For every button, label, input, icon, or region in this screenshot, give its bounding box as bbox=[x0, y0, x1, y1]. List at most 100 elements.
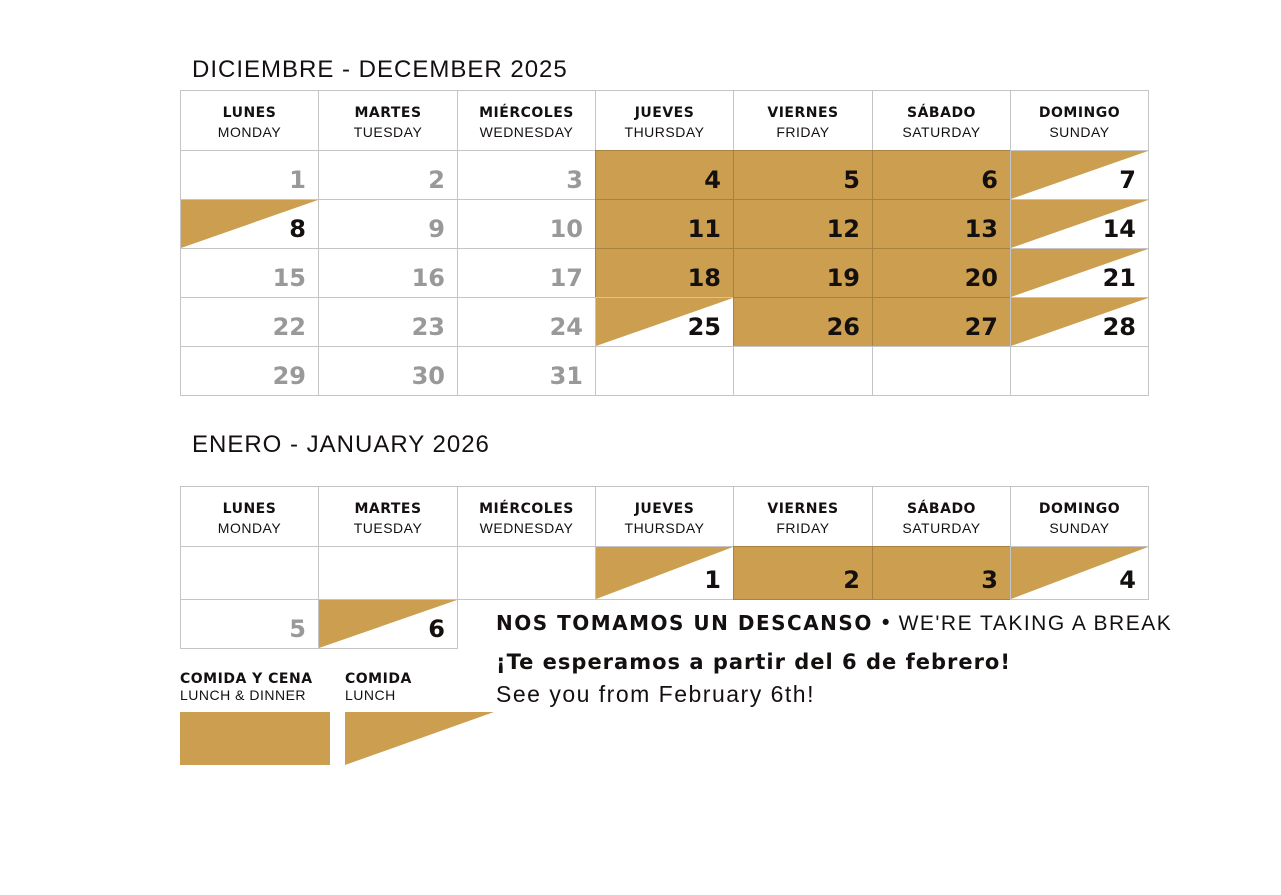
day-number: 23 bbox=[411, 313, 445, 341]
weekday-en: MONDAY bbox=[217, 520, 282, 536]
day-cell-empty bbox=[180, 546, 319, 600]
weekday-en: THURSDAY bbox=[624, 520, 705, 536]
day-cell-full: 6 bbox=[872, 150, 1011, 200]
day-number: 22 bbox=[272, 313, 306, 341]
legend-lunch-es: COMIDA bbox=[345, 671, 412, 687]
day-number: 6 bbox=[981, 166, 998, 194]
weekday-es: SÁBADO bbox=[907, 501, 976, 517]
day-number: 3 bbox=[566, 166, 583, 194]
lunch-marker bbox=[1011, 547, 1148, 599]
day-number: 27 bbox=[964, 313, 998, 341]
day-number: 12 bbox=[826, 215, 860, 243]
day-number: 11 bbox=[687, 215, 721, 243]
weekday-en: TUESDAY bbox=[353, 520, 423, 536]
legend-full-en: LUNCH & DINNER bbox=[180, 687, 307, 703]
weekday-en: MONDAY bbox=[217, 124, 282, 140]
day-cell-closed: 9 bbox=[318, 199, 458, 249]
legend-lunch-label: COMIDA LUNCH bbox=[345, 671, 412, 703]
day-cell-closed: 3 bbox=[457, 150, 596, 200]
day-number: 9 bbox=[428, 215, 445, 243]
day-cell-full: 20 bbox=[872, 248, 1011, 298]
day-number: 19 bbox=[826, 264, 860, 292]
day-number: 3 bbox=[981, 566, 998, 594]
weekday-en: SATURDAY bbox=[902, 124, 981, 140]
day-cell-closed: 30 bbox=[318, 346, 458, 396]
reopen-en: See you from February 6th! bbox=[496, 681, 815, 707]
lunch-marker bbox=[1011, 200, 1148, 248]
legend-full-es: COMIDA Y CENA bbox=[180, 671, 313, 687]
day-cell-empty bbox=[1010, 346, 1149, 396]
day-number: 21 bbox=[1102, 264, 1136, 292]
day-cell-empty bbox=[318, 546, 458, 600]
lunch-marker bbox=[596, 298, 733, 346]
day-cell-lunch: 1 bbox=[595, 546, 734, 600]
day-cell-lunch: 4 bbox=[1010, 546, 1149, 600]
lunch-marker bbox=[1011, 298, 1148, 346]
day-cell-empty bbox=[733, 346, 873, 396]
day-cell-closed: 17 bbox=[457, 248, 596, 298]
weekday-en: WEDNESDAY bbox=[479, 520, 574, 536]
day-number: 29 bbox=[272, 362, 306, 390]
day-number: 8 bbox=[289, 215, 306, 243]
weekday-es: LUNES bbox=[222, 501, 277, 517]
day-number: 20 bbox=[964, 264, 998, 292]
day-cell-empty bbox=[595, 346, 734, 396]
day-cell-full: 18 bbox=[595, 248, 734, 298]
day-cell-full: 5 bbox=[733, 150, 873, 200]
weekday-en: THURSDAY bbox=[624, 124, 705, 140]
weekday-en: SUNDAY bbox=[1049, 124, 1110, 140]
weekday-es: JUEVES bbox=[634, 105, 695, 121]
day-cell-closed: 15 bbox=[180, 248, 319, 298]
day-cell-closed: 2 bbox=[318, 150, 458, 200]
day-number: 14 bbox=[1102, 215, 1136, 243]
day-number: 6 bbox=[428, 615, 445, 643]
lunch-marker bbox=[181, 200, 318, 248]
day-cell-lunch: 25 bbox=[595, 297, 734, 347]
day-number: 31 bbox=[549, 362, 583, 390]
day-cell-full: 19 bbox=[733, 248, 873, 298]
day-cell-closed: 16 bbox=[318, 248, 458, 298]
day-number: 30 bbox=[411, 362, 445, 390]
day-cell-full: 3 bbox=[872, 546, 1011, 600]
day-cell-lunch: 8 bbox=[180, 199, 319, 249]
weekday-header: DOMINGO SUNDAY bbox=[1010, 90, 1149, 151]
weekday-header: JUEVES THURSDAY bbox=[595, 90, 734, 151]
day-cell-full: 11 bbox=[595, 199, 734, 249]
day-cell-closed: 23 bbox=[318, 297, 458, 347]
separator: • bbox=[879, 611, 892, 635]
weekday-es: MARTES bbox=[354, 501, 422, 517]
weekday-es: DOMINGO bbox=[1038, 501, 1121, 517]
day-cell-closed: 24 bbox=[457, 297, 596, 347]
legend-lunch-swatch bbox=[345, 712, 494, 765]
day-cell-lunch: 14 bbox=[1010, 199, 1149, 249]
day-cell-full: 12 bbox=[733, 199, 873, 249]
day-cell-full: 27 bbox=[872, 297, 1011, 347]
weekday-en: FRIDAY bbox=[776, 520, 830, 536]
day-cell-closed: 1 bbox=[180, 150, 319, 200]
day-number: 17 bbox=[549, 264, 583, 292]
day-number: 5 bbox=[843, 166, 860, 194]
day-cell-closed: 31 bbox=[457, 346, 596, 396]
december-title: DICIEMBRE - DECEMBER 2025 bbox=[192, 56, 568, 83]
day-number: 15 bbox=[272, 264, 306, 292]
weekday-es: LUNES bbox=[222, 105, 277, 121]
weekday-es: JUEVES bbox=[634, 501, 695, 517]
weekday-en: TUESDAY bbox=[353, 124, 423, 140]
day-cell-lunch: 28 bbox=[1010, 297, 1149, 347]
day-cell-lunch: 6 bbox=[318, 599, 458, 649]
day-cell-closed: 22 bbox=[180, 297, 319, 347]
weekday-header: MARTES TUESDAY bbox=[318, 486, 458, 547]
weekday-en: SUNDAY bbox=[1049, 520, 1110, 536]
day-cell-closed: 10 bbox=[457, 199, 596, 249]
weekday-en: FRIDAY bbox=[776, 124, 830, 140]
day-number: 18 bbox=[687, 264, 721, 292]
weekday-es: VIERNES bbox=[767, 501, 839, 517]
weekday-es: VIERNES bbox=[767, 105, 839, 121]
legend-full-label: COMIDA Y CENA LUNCH & DINNER bbox=[180, 671, 313, 703]
weekday-header: JUEVES THURSDAY bbox=[595, 486, 734, 547]
day-cell-full: 4 bbox=[595, 150, 734, 200]
day-cell-closed: 5 bbox=[180, 599, 319, 649]
lunch-marker bbox=[319, 600, 457, 648]
lunch-marker bbox=[596, 547, 733, 599]
weekday-es: MIÉRCOLES bbox=[479, 501, 574, 517]
